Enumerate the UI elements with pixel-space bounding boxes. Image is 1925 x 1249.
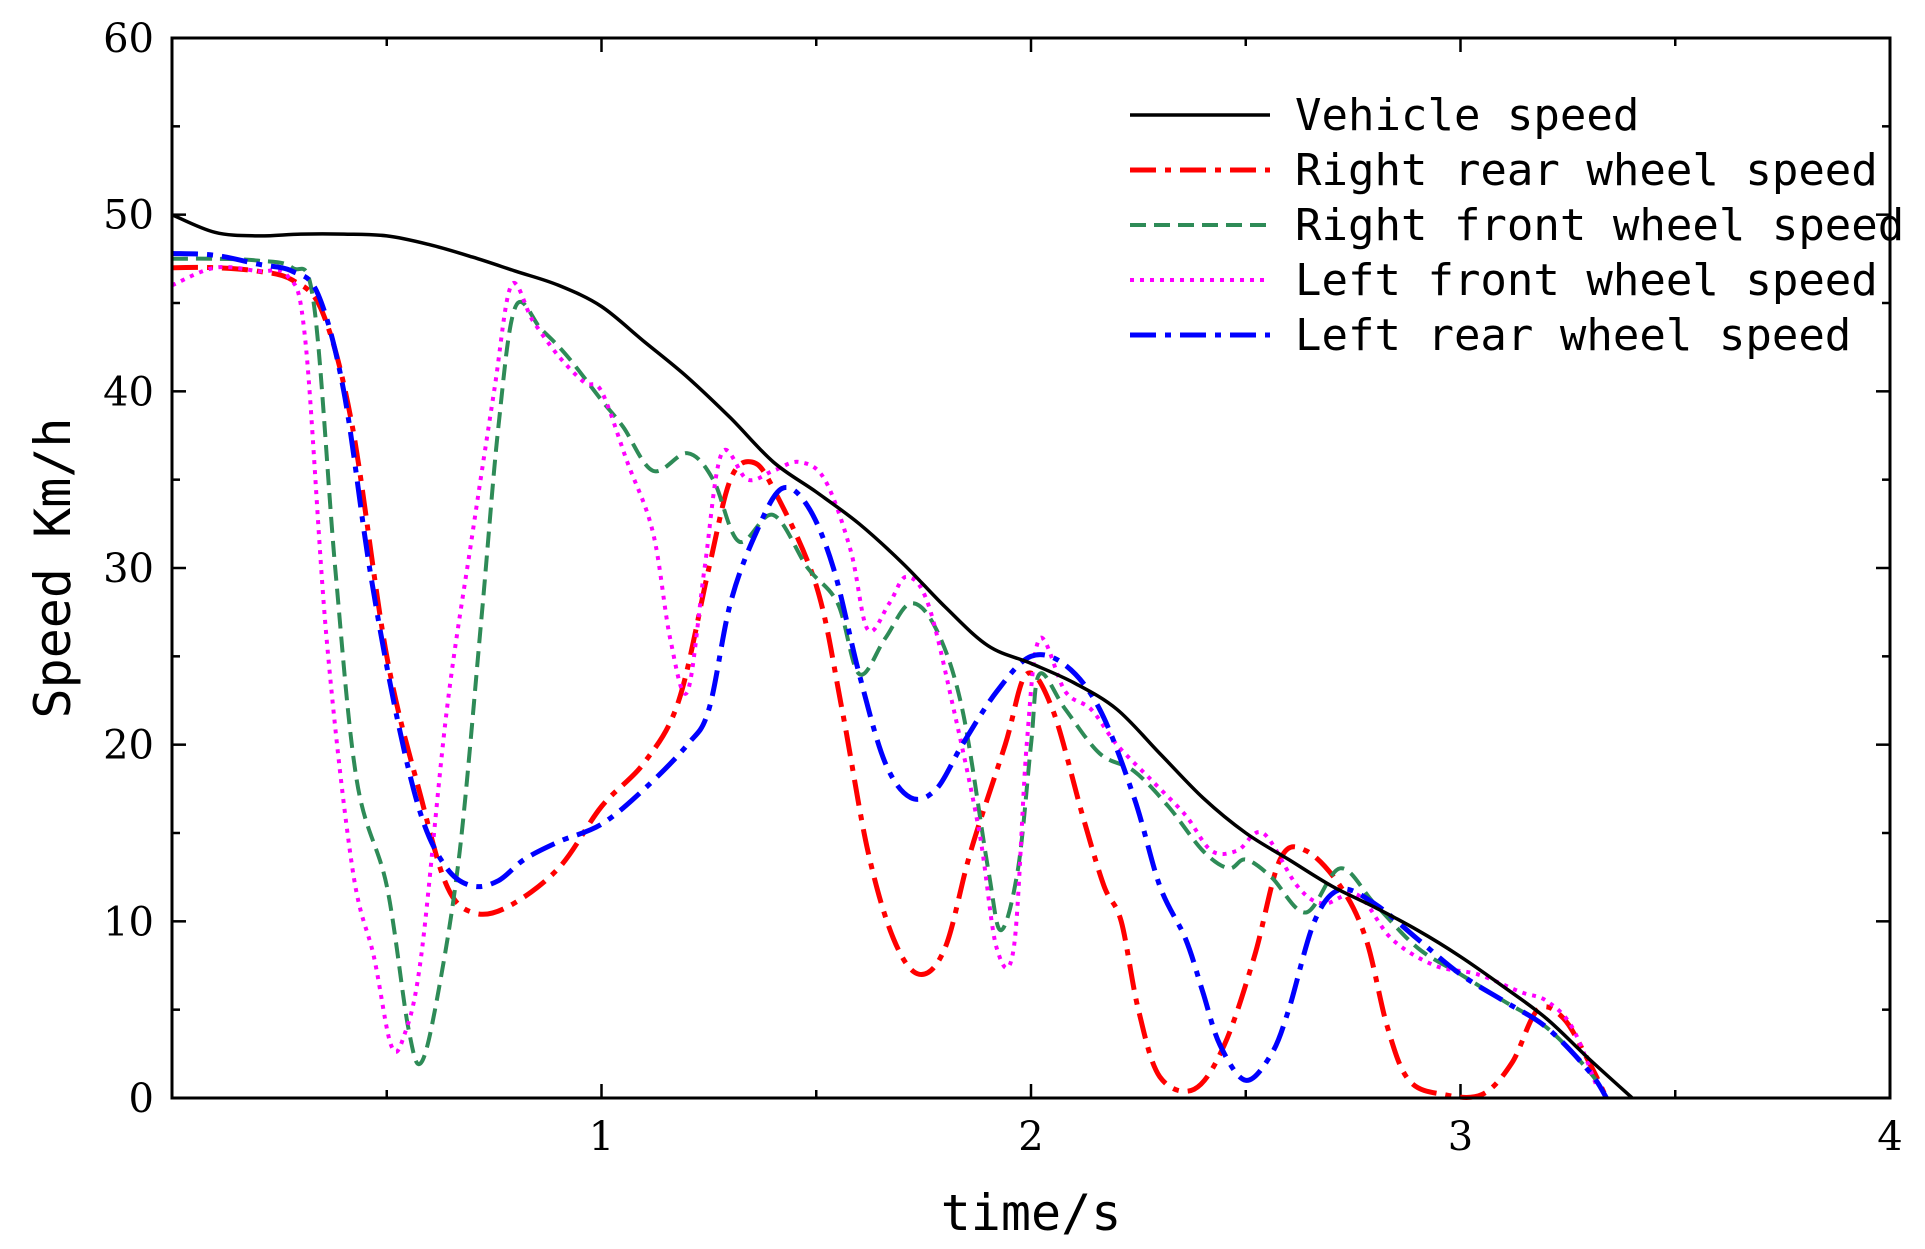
x-axis-title: time/s <box>941 1184 1122 1242</box>
legend-label-right-front-wheel-speed: Right front wheel speed <box>1295 200 1904 251</box>
legend-label-left-front-wheel-speed: Left front wheel speed <box>1295 255 1878 306</box>
x-tick-label: 1 <box>589 1114 614 1160</box>
y-tick-label: 40 <box>103 369 154 415</box>
y-tick-label: 20 <box>103 723 154 769</box>
series-line-right-front-wheel-speed <box>171 256 1609 1100</box>
legend-label-vehicle-speed: Vehicle speed <box>1295 90 1639 141</box>
series-line-vehicle-speed <box>171 213 1634 1100</box>
legend-label-left-rear-wheel-speed: Left rear wheel speed <box>1295 310 1851 361</box>
y-tick-label: 60 <box>103 16 154 62</box>
legend-label-right-rear-wheel-speed: Right rear wheel speed <box>1295 145 1878 196</box>
y-axis-title: Speed Km/h <box>24 417 82 718</box>
series-line-left-front-wheel-speed <box>171 265 1600 1090</box>
x-tick-label: 2 <box>1018 1114 1043 1160</box>
series-line-right-rear-wheel-speed <box>171 264 1609 1100</box>
y-tick-label: 50 <box>103 193 154 239</box>
series-layer <box>171 213 1634 1100</box>
x-tick-label: 3 <box>1448 1114 1473 1160</box>
series-line-left-rear-wheel-speed <box>171 251 1609 1100</box>
plot-area-frame <box>170 36 1892 1100</box>
y-tick-label: 10 <box>103 899 154 945</box>
x-tick-label: 4 <box>1877 1114 1902 1160</box>
y-tick-label: 30 <box>103 546 154 592</box>
y-tick-label: 0 <box>129 1076 154 1122</box>
